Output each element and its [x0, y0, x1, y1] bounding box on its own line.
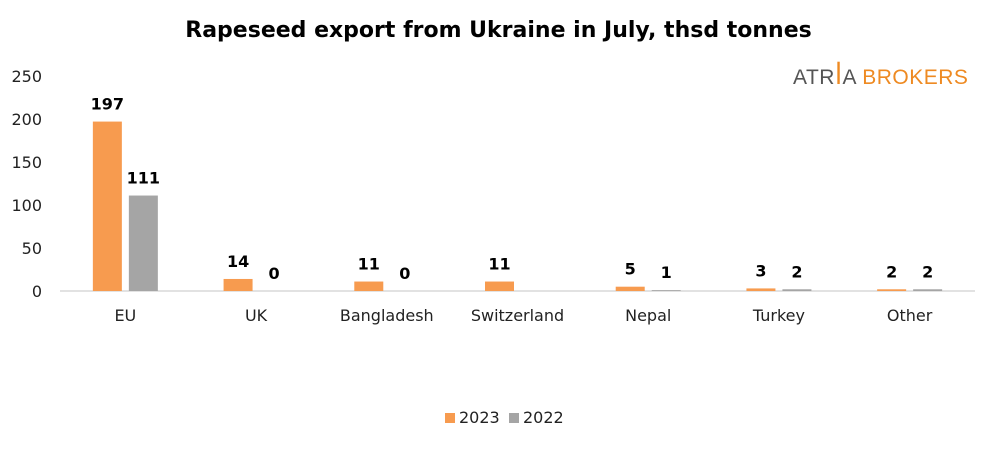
data-label: 1	[661, 263, 672, 282]
bar-2023	[485, 281, 514, 291]
y-tick-label: 100	[11, 196, 42, 215]
x-tick-label: UK	[245, 306, 268, 325]
x-tick-label: Switzerland	[471, 306, 564, 325]
data-label: 111	[127, 169, 160, 188]
bar-2023	[92, 121, 122, 291]
data-label: 2	[886, 262, 897, 281]
bar-2022	[651, 290, 681, 291]
bar-2023	[615, 286, 645, 291]
bar-2023	[746, 288, 776, 291]
bar-2023	[354, 281, 384, 291]
data-label: 11	[488, 255, 510, 274]
x-tick-label: Other	[887, 306, 933, 325]
data-label: 2	[791, 262, 802, 281]
chart-title: Rapeseed export from Ukraine in July, th…	[185, 18, 812, 43]
legend-label: 2023	[459, 408, 500, 427]
bar-2023	[877, 289, 907, 291]
y-tick-label: 50	[22, 239, 42, 258]
legend-swatch-2023	[445, 413, 455, 423]
bar-2022	[782, 289, 812, 291]
data-label: 3	[755, 261, 766, 280]
legend-label: 2022	[523, 408, 564, 427]
atria-brokers-logo: ATRꟾA BROKERS	[793, 63, 969, 90]
data-label: 0	[399, 264, 410, 283]
data-label: 2	[922, 262, 933, 281]
x-tick-label: Bangladesh	[340, 306, 434, 325]
bar-2022	[913, 289, 943, 291]
data-label: 197	[91, 95, 124, 114]
data-label: 11	[358, 255, 380, 274]
y-tick-label: 0	[32, 282, 42, 301]
x-tick-label: Nepal	[625, 306, 671, 325]
y-tick-label: 200	[11, 110, 42, 129]
legend-swatch-2022	[509, 413, 519, 423]
bar-2022	[128, 195, 158, 291]
y-tick-label: 150	[11, 153, 42, 172]
bar-2023	[223, 278, 253, 291]
data-label: 5	[625, 260, 636, 279]
x-tick-label: EU	[114, 306, 136, 325]
y-tick-label: 250	[11, 67, 42, 86]
data-label: 14	[227, 252, 249, 271]
data-label: 0	[269, 264, 280, 283]
x-tick-label: Turkey	[752, 306, 805, 325]
